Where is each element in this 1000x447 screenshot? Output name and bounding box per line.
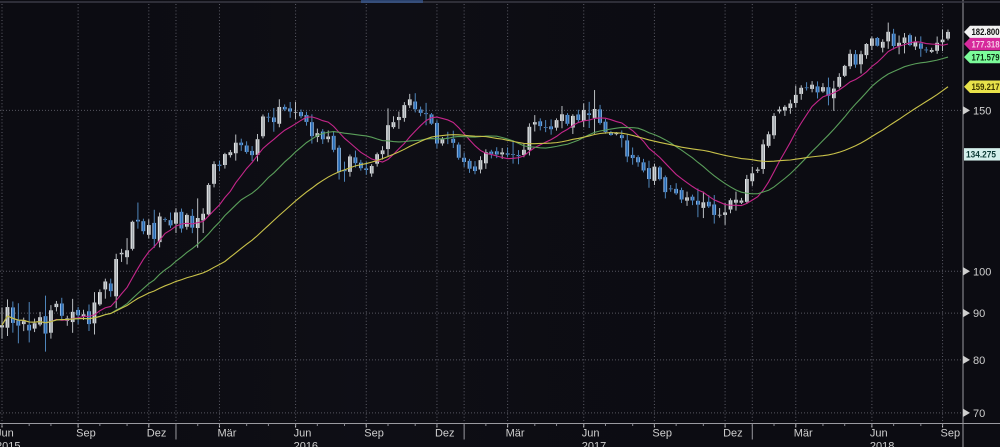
svg-text:Mär: Mär <box>217 428 236 440</box>
svg-text:100: 100 <box>973 266 991 278</box>
svg-text:171.579: 171.579 <box>972 52 1000 62</box>
svg-text:Sep: Sep <box>941 428 961 440</box>
svg-text:Dez: Dez <box>147 428 167 440</box>
svg-text:159.217: 159.217 <box>972 82 1000 92</box>
svg-text:Sep: Sep <box>652 428 672 440</box>
svg-text:80: 80 <box>973 355 985 367</box>
svg-text:Mär: Mär <box>794 428 813 440</box>
svg-text:70: 70 <box>973 408 985 420</box>
svg-text:Mär: Mär <box>506 428 525 440</box>
svg-text:Dez: Dez <box>435 428 455 440</box>
svg-text:2016: 2016 <box>294 441 318 447</box>
svg-text:90: 90 <box>973 308 985 320</box>
svg-text:Dez: Dez <box>723 428 743 440</box>
svg-text:182.800: 182.800 <box>972 27 1000 37</box>
svg-text:2015: 2015 <box>0 441 20 447</box>
svg-text:2018: 2018 <box>870 441 894 447</box>
svg-text:177.318: 177.318 <box>972 39 1000 49</box>
svg-text:Jun: Jun <box>294 428 312 440</box>
svg-text:Sep: Sep <box>76 428 96 440</box>
svg-text:Jun: Jun <box>870 428 888 440</box>
svg-text:2017: 2017 <box>582 441 606 447</box>
svg-text:Jun: Jun <box>582 428 600 440</box>
svg-text:150: 150 <box>973 105 991 117</box>
svg-text:Jun: Jun <box>0 428 14 440</box>
svg-text:Sep: Sep <box>364 428 384 440</box>
svg-text:134.275: 134.275 <box>966 150 996 160</box>
